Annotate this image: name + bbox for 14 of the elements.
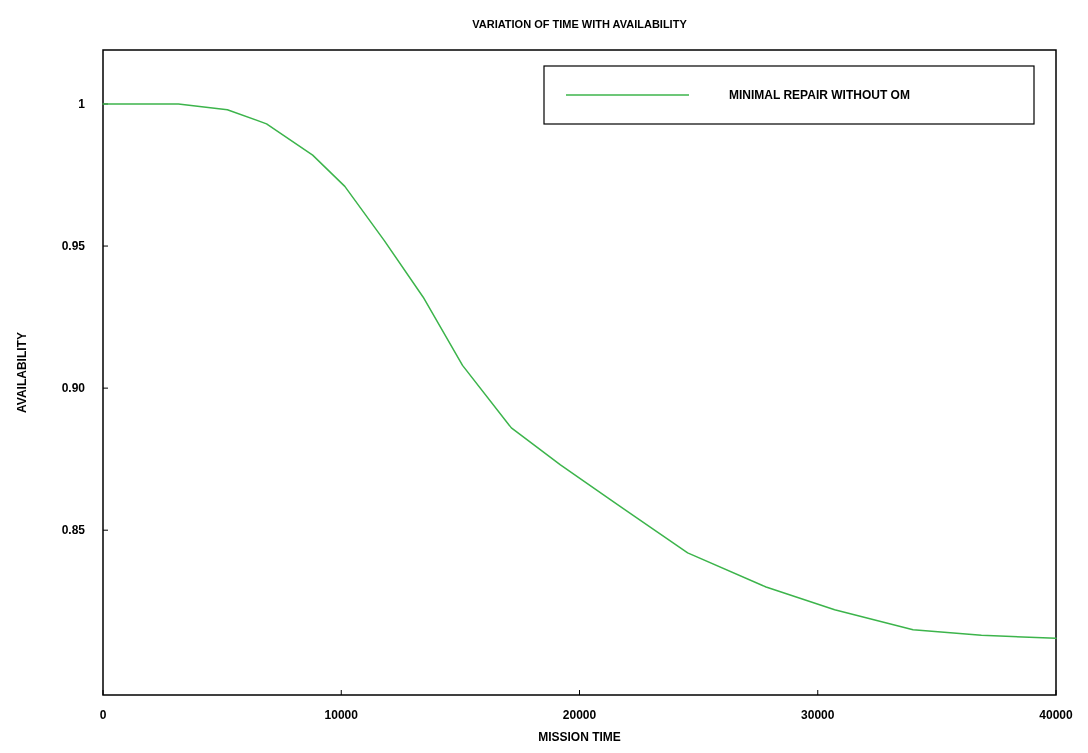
legend: MINIMAL REPAIR WITHOUT OM [543,65,1035,125]
x-axis-title: MISSION TIME [538,730,621,744]
y-tick-label: 1 [78,96,86,111]
y-axis-title: AVAILABILITY [15,332,29,413]
chart-title: VARIATION OF TIME WITH AVAILABILITY [472,18,688,30]
x-tick-label: 20000 [562,708,597,722]
x-tick-label: 40000 [1039,708,1074,722]
x-tick-label: 0 [99,708,107,722]
line-series [102,103,1057,639]
x-tick-label: 30000 [801,708,835,722]
y-tick-label: 0.85 [61,523,86,538]
y-tick-label: 0.90 [61,381,86,396]
y-tick-label: 0.95 [61,239,86,254]
x-tick-label: 10000 [324,708,359,722]
